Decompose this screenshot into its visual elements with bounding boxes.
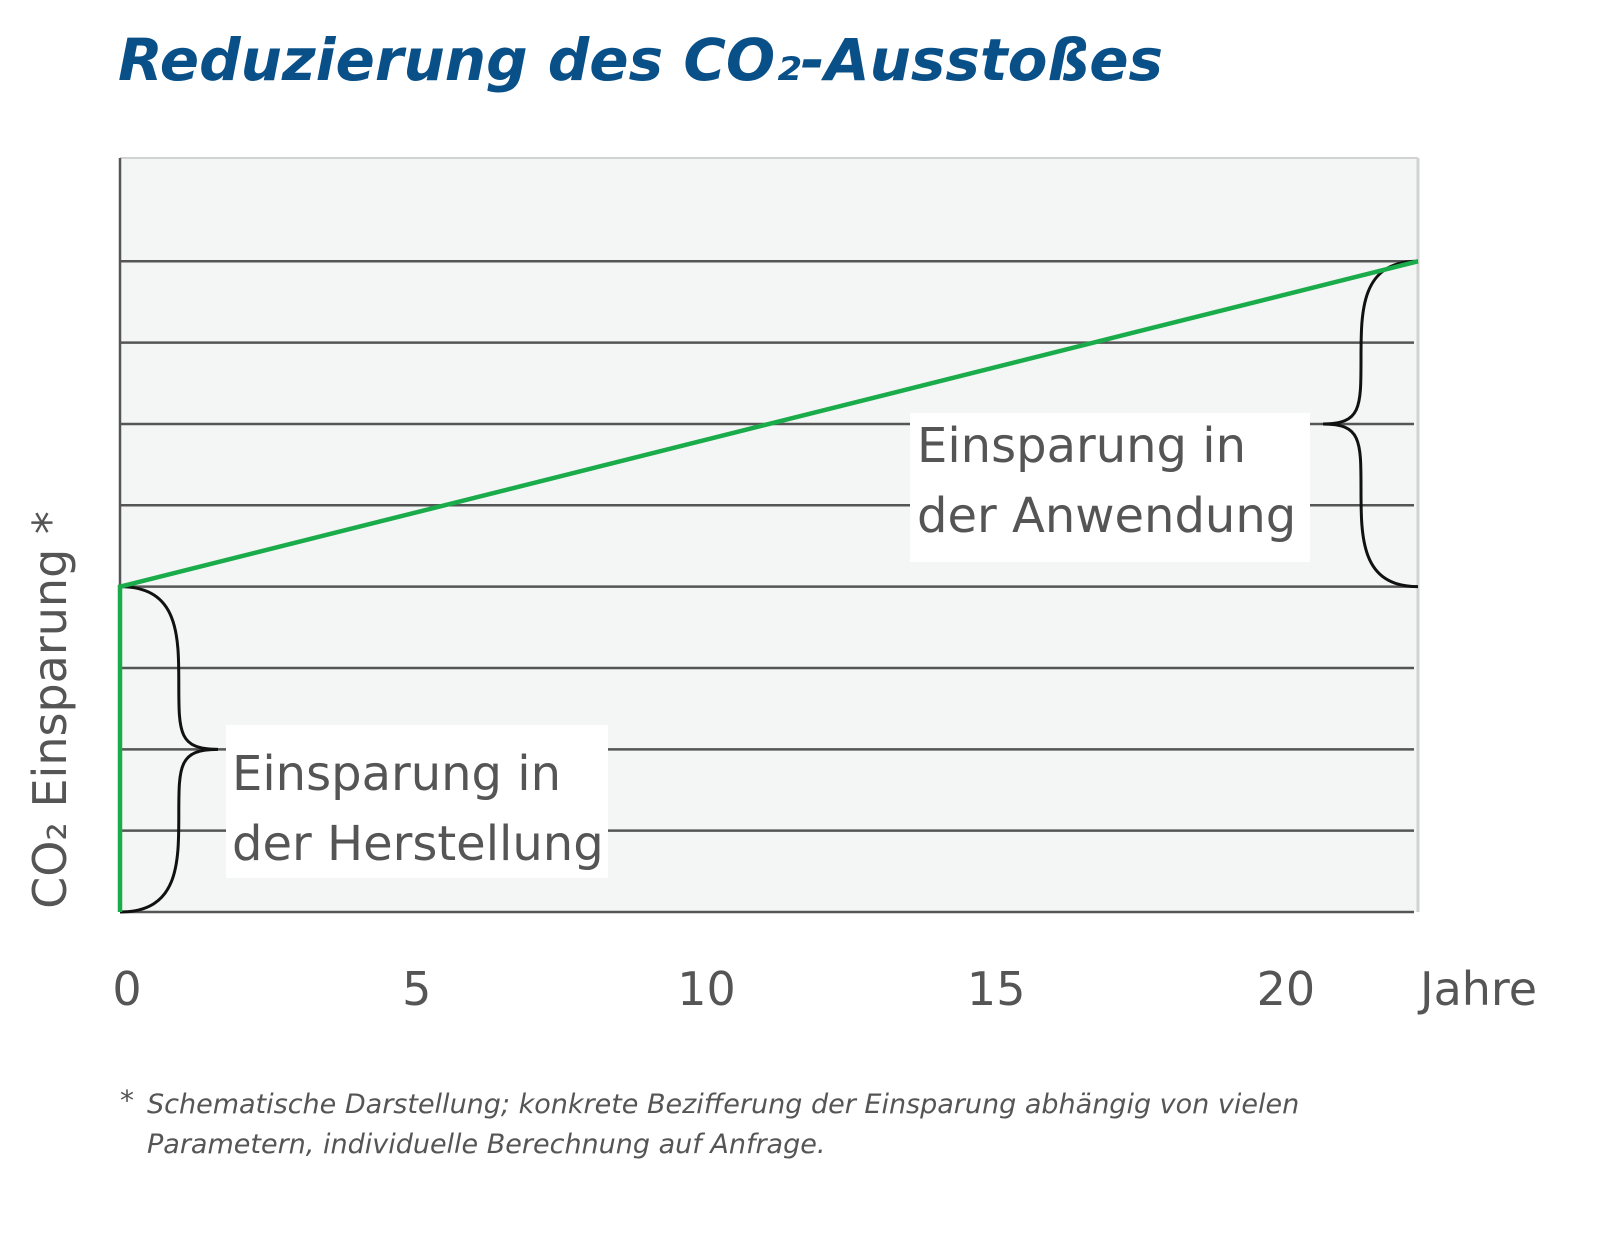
brace [1322, 259, 1419, 589]
x-tick-label: 0 [112, 962, 141, 1016]
x-tick-label: 15 [967, 962, 1026, 1016]
annotation-text: Einsparung in [232, 746, 561, 802]
y-axis-label: CO₂ Einsparung * [23, 511, 77, 909]
annotation-box [226, 725, 608, 878]
x-tick-label: 20 [1257, 962, 1316, 1016]
x-tick-label: 10 [677, 962, 736, 1016]
footnote-text: Parametern, individuelle Berechnung auf … [147, 1129, 825, 1160]
annotation-text: der Anwendung [917, 488, 1296, 544]
annotation-text: Einsparung in [917, 418, 1246, 474]
footnote-text: Schematische Darstellung; konkrete Bezif… [147, 1089, 1299, 1120]
x-axis-label: Jahre [1417, 962, 1537, 1016]
annotation-box [910, 413, 1310, 562]
footnote-marker: * [120, 1084, 134, 1117]
annotation-text: der Herstellung [232, 816, 604, 872]
line [117, 259, 1419, 912]
x-tick-label: 5 [402, 962, 431, 1016]
chart-title: Reduzierung des CO₂-Ausstoßes [118, 26, 1163, 94]
brace [119, 585, 219, 914]
